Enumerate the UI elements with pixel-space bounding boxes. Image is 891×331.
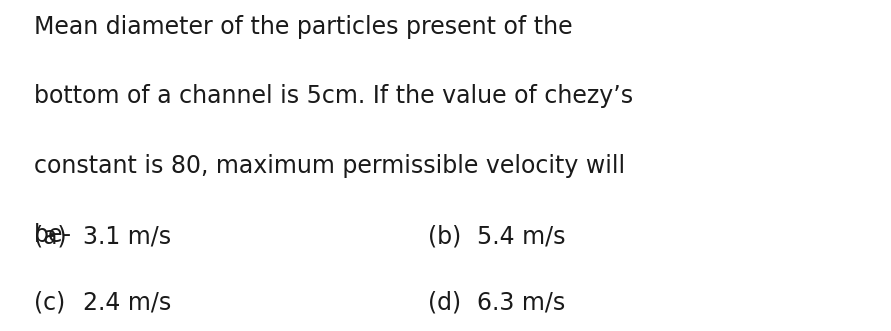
Text: bottom of a channel is 5cm. If the value of chezy’s: bottom of a channel is 5cm. If the value…	[34, 84, 633, 109]
Text: (b): (b)	[428, 225, 461, 249]
Text: Mean diameter of the particles present of the: Mean diameter of the particles present o…	[34, 15, 573, 39]
Text: 5.4 m/s: 5.4 m/s	[477, 225, 565, 249]
Text: 3.1 m/s: 3.1 m/s	[83, 225, 171, 249]
Text: 6.3 m/s: 6.3 m/s	[477, 291, 565, 315]
Text: be-: be-	[34, 223, 72, 248]
Text: 2.4 m/s: 2.4 m/s	[83, 291, 171, 315]
Text: (c): (c)	[34, 291, 65, 315]
Text: constant is 80, maximum permissible velocity will: constant is 80, maximum permissible velo…	[34, 154, 625, 178]
Text: (d): (d)	[428, 291, 461, 315]
Text: (a): (a)	[34, 225, 67, 249]
